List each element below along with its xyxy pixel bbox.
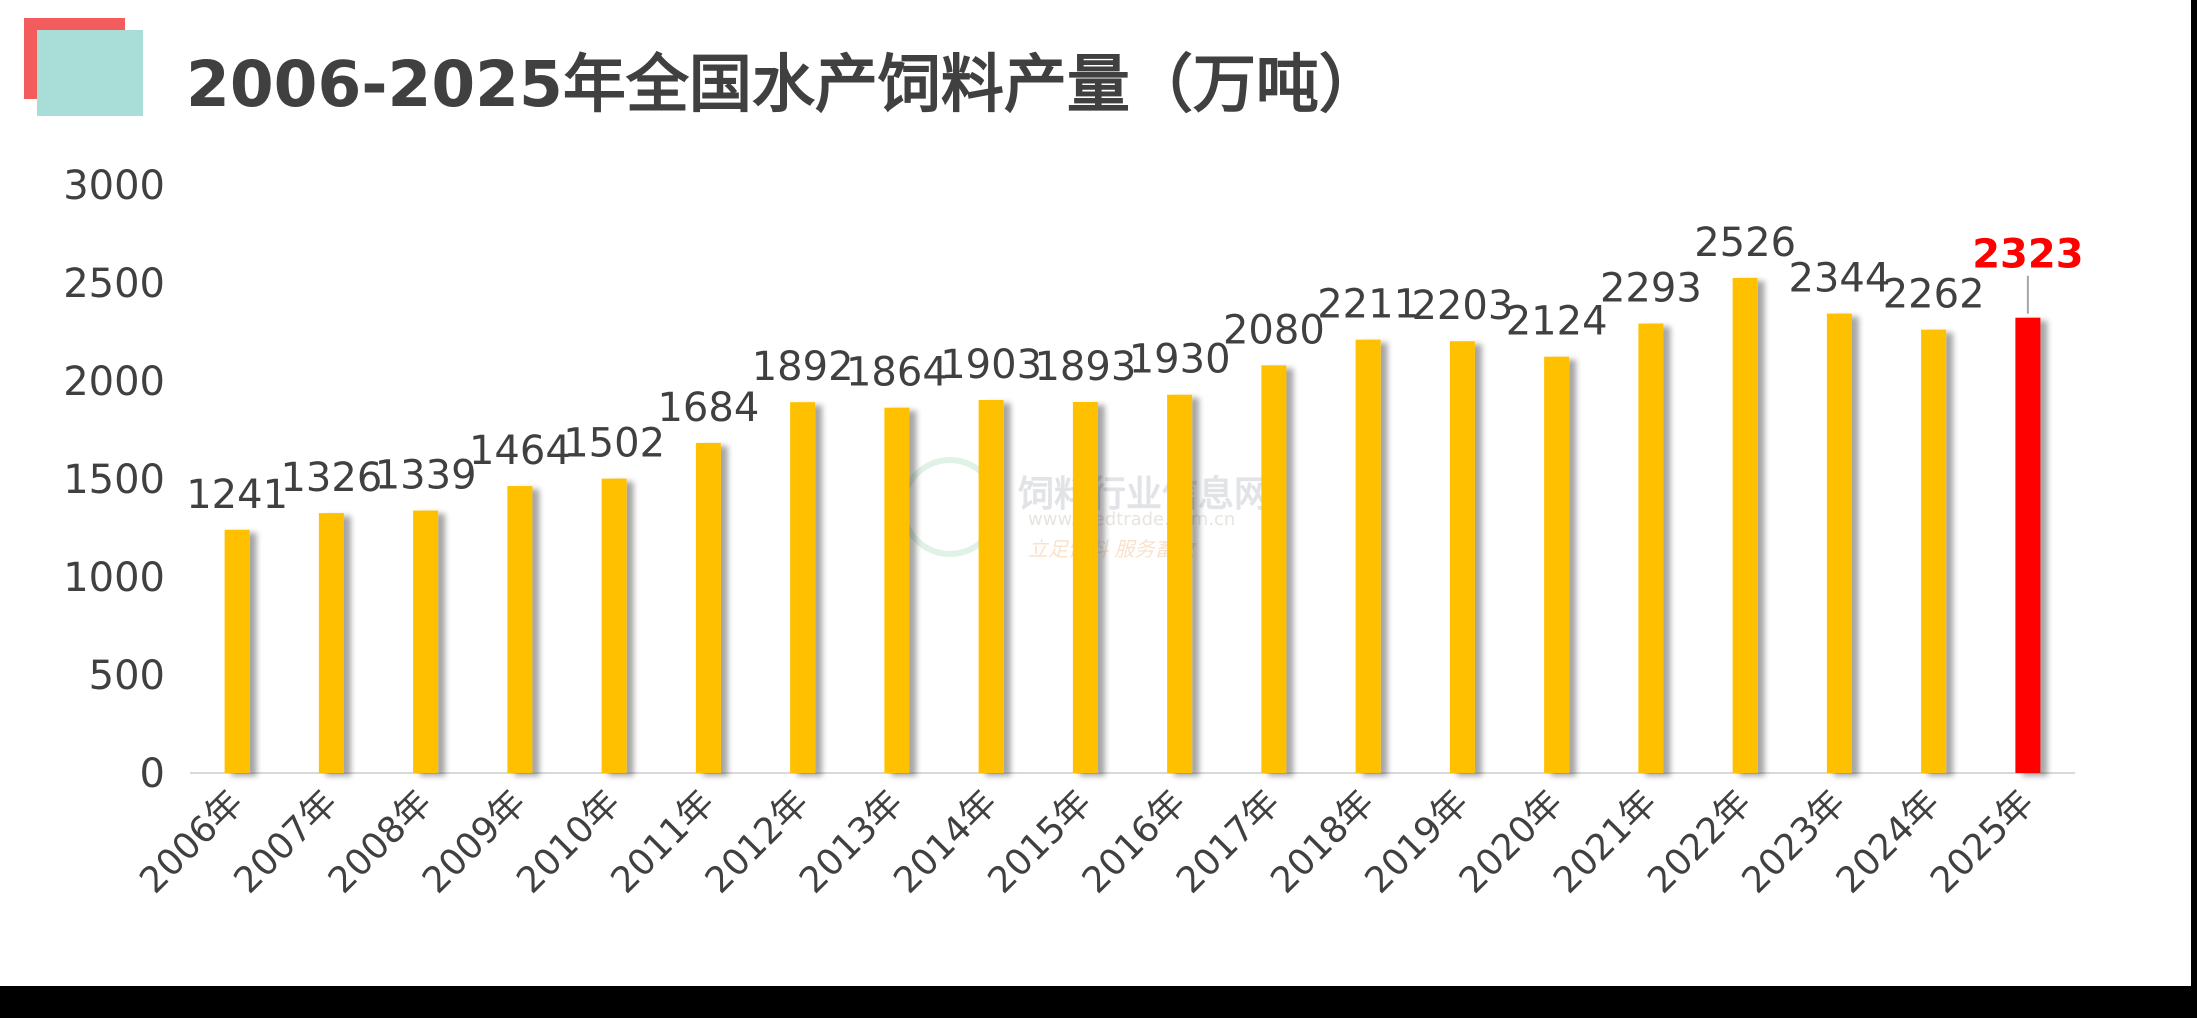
- data-label: 2344: [1788, 256, 1890, 302]
- y-tick-label: 1000: [63, 555, 165, 601]
- data-label: 1903: [940, 342, 1042, 388]
- data-label: 1930: [1129, 337, 1231, 383]
- data-label: 2323: [1972, 232, 2083, 278]
- y-tick-label: 1500: [63, 457, 165, 503]
- x-tick-label: 2020年: [1452, 782, 1571, 901]
- title-accent-teal: [37, 30, 143, 116]
- data-label: 1892: [752, 344, 854, 390]
- x-tick-label: 2006年: [132, 782, 251, 901]
- x-tick-label: 2016年: [1075, 782, 1194, 901]
- data-label: 2203: [1411, 283, 1513, 329]
- y-tick-label: 500: [89, 653, 165, 699]
- x-tick-label: 2022年: [1640, 782, 1759, 901]
- data-label: 2262: [1883, 272, 1985, 318]
- y-tick-label: 2000: [63, 359, 165, 405]
- bar: [318, 513, 344, 773]
- data-label: 2526: [1694, 220, 1796, 266]
- bar: [1449, 341, 1475, 773]
- watermark-slogan: 立足饲料 服务畜牧: [1028, 537, 1195, 561]
- data-label: 1326: [280, 455, 382, 501]
- data-label: 2293: [1600, 266, 1702, 312]
- bar: [695, 442, 721, 773]
- x-tick-label: 2007年: [227, 782, 346, 901]
- bar: [413, 510, 439, 773]
- chart-card: 2006-2025年全国水产饲料产量（万吨） 饲料行业信息网 www.feedt…: [0, 0, 2191, 986]
- x-tick-label: 2018年: [1263, 782, 1382, 901]
- y-tick-label: 3000: [63, 163, 165, 209]
- bar: [601, 478, 627, 773]
- x-tick-label: 2009年: [415, 782, 534, 901]
- bar-chart: 0 500 1000 1500 2000 2500 3000 124113261339146…: [63, 163, 2083, 902]
- bar: [1355, 339, 1381, 773]
- x-tick-label: 2017年: [1169, 782, 1288, 901]
- bar: [1921, 329, 1947, 773]
- data-label: 2080: [1223, 307, 1325, 353]
- x-tick-label: 2015年: [981, 782, 1100, 901]
- data-label: 1339: [375, 453, 477, 499]
- y-axis: 0 500 1000 1500 2000 2500 3000: [63, 163, 165, 797]
- data-labels: 1241132613391464150216841892186419031893…: [186, 220, 2083, 518]
- y-tick-label: 2500: [63, 261, 165, 307]
- bar: [1638, 323, 1664, 773]
- data-label: 1893: [1034, 344, 1136, 390]
- x-tick-label: 2011年: [604, 782, 723, 901]
- chart-title: 2006-2025年全国水产饲料产量（万吨）: [186, 48, 1382, 121]
- bar: [224, 529, 250, 773]
- x-tick-label: 2010年: [509, 782, 628, 901]
- data-label: 1864: [846, 350, 948, 396]
- x-tick-label: 2024年: [1829, 782, 1948, 901]
- bar: [978, 400, 1004, 773]
- bar: [1261, 365, 1287, 773]
- bar: [507, 486, 533, 773]
- x-tick-label: 2021年: [1546, 782, 1665, 901]
- data-label: 1241: [186, 472, 288, 518]
- bar: [2015, 317, 2041, 773]
- bar: [1732, 277, 1758, 773]
- x-tick-label: 2012年: [698, 782, 817, 901]
- x-axis: 2006年2007年2008年2009年2010年2011年2012年2013年…: [132, 782, 2042, 901]
- bar: [1167, 394, 1193, 773]
- data-label: 2211: [1317, 282, 1419, 328]
- bar: [790, 402, 816, 773]
- x-tick-label: 2019年: [1358, 782, 1477, 901]
- bar: [1544, 356, 1570, 773]
- x-tick-label: 2013年: [792, 782, 911, 901]
- bar: [1072, 401, 1098, 773]
- watermark-name: 饲料行业信息网: [1018, 474, 1271, 515]
- x-tick-label: 2014年: [886, 782, 1005, 901]
- data-label: 1502: [563, 421, 665, 467]
- bar: [1826, 313, 1852, 773]
- data-label: 2124: [1506, 299, 1608, 345]
- bar: [884, 407, 910, 773]
- x-tick-label: 2025年: [1923, 782, 2042, 901]
- data-label: 1684: [657, 385, 759, 431]
- y-tick-label: 0: [140, 751, 165, 797]
- data-label: 1464: [469, 428, 571, 474]
- bar-series: [224, 277, 2041, 773]
- x-tick-label: 2023年: [1735, 782, 1854, 901]
- x-tick-label: 2008年: [321, 782, 440, 901]
